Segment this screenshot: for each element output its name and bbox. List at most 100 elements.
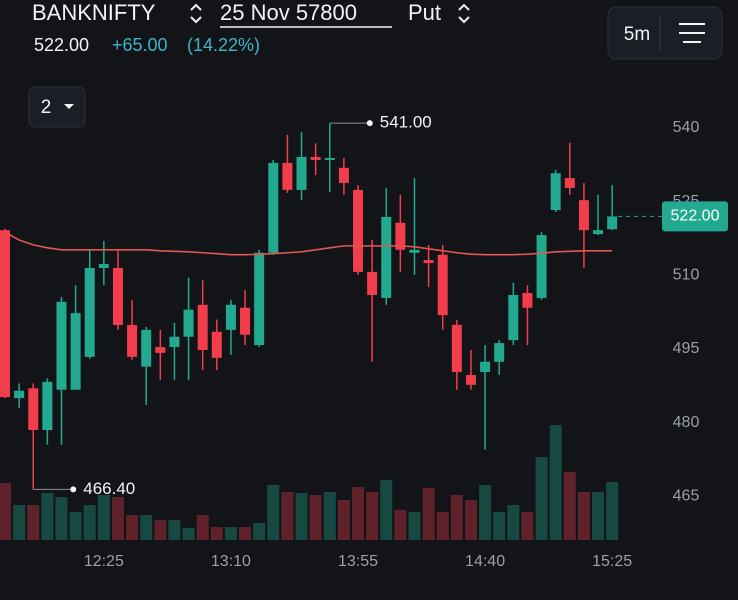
layout-count[interactable]: 2	[41, 97, 52, 118]
candle-body	[282, 162, 293, 190]
y-tick-label: 495	[673, 340, 700, 357]
interval[interactable]: 5m	[624, 24, 650, 45]
candle-body	[536, 235, 547, 298]
volume-bar	[422, 488, 435, 540]
volume-bar	[210, 527, 223, 540]
volume-bar	[408, 512, 421, 540]
volume-bar	[352, 487, 364, 540]
candle-body	[465, 375, 476, 385]
candle-body	[70, 313, 81, 390]
volume-bar	[182, 528, 195, 540]
volume-bar	[493, 512, 506, 540]
option-toggle[interactable]	[458, 3, 470, 24]
x-tick-label: 13:55	[338, 553, 378, 570]
last-price: 522.00	[34, 35, 89, 55]
volume-bar	[83, 505, 96, 540]
contract[interactable]: 25 Nov 57800	[220, 0, 357, 25]
candle-body	[56, 301, 67, 390]
volume-bar	[563, 472, 576, 540]
candle-body	[310, 157, 321, 160]
volume-bar	[97, 495, 110, 540]
volume-bar	[535, 457, 548, 540]
candle-body	[550, 173, 561, 211]
y-tick-label: 465	[673, 488, 700, 505]
candle-body	[183, 309, 194, 337]
volume-bar	[450, 495, 463, 540]
volume-bar	[253, 523, 266, 540]
candle-body	[225, 304, 236, 330]
symbol[interactable]: BANKNIFTY	[32, 0, 156, 25]
volume-bar	[436, 512, 449, 540]
candle-body	[14, 390, 25, 399]
candle-body	[480, 361, 491, 373]
volume-bar	[27, 505, 40, 540]
candle-body	[0, 230, 10, 398]
candle-body	[211, 331, 222, 358]
candle-body	[169, 336, 180, 348]
price-change-pct: (14.22%)	[187, 35, 260, 55]
option-type[interactable]: Put	[408, 0, 441, 25]
volume-bar	[239, 527, 252, 540]
volume-bar	[380, 480, 393, 540]
volume-bar	[606, 482, 619, 540]
x-tick-label: 12:25	[84, 553, 124, 570]
candle-body	[240, 307, 251, 335]
candle-body	[98, 264, 109, 268]
volume-bar	[337, 500, 350, 540]
candle-body	[127, 324, 138, 357]
volume-bar	[154, 520, 167, 540]
volume-bar	[126, 515, 139, 540]
symbol-toggle[interactable]	[190, 3, 202, 24]
candle-body	[268, 162, 279, 253]
volume-bar	[41, 493, 54, 540]
x-tick-label: 13:10	[211, 553, 251, 570]
candle-body	[84, 267, 95, 357]
x-tick-label: 15:25	[592, 553, 632, 570]
candle-body	[437, 254, 448, 316]
candle-body	[296, 157, 307, 190]
volume-bar	[295, 493, 308, 540]
volume-bar	[55, 497, 68, 540]
candle-body	[494, 343, 505, 362]
moving-average-line	[4, 231, 613, 256]
interval-button[interactable]	[607, 6, 723, 60]
candle-body	[578, 200, 589, 231]
candle-body	[254, 252, 265, 346]
candle-body	[607, 216, 618, 230]
volume-bar	[521, 512, 534, 540]
candle-body	[353, 189, 363, 272]
indicator-menu[interactable]	[679, 23, 705, 43]
volume-bar	[479, 485, 492, 540]
volume-bar	[196, 515, 209, 540]
layout-button[interactable]	[28, 86, 86, 128]
candle-body	[451, 324, 462, 373]
volume-bar	[168, 520, 181, 540]
volume-bar	[267, 485, 280, 540]
candle-body	[324, 157, 335, 160]
volume-bar	[309, 495, 322, 540]
candle-body	[564, 178, 575, 188]
candle-body	[338, 167, 349, 184]
volume-bar	[111, 497, 124, 540]
candle-body	[409, 249, 420, 253]
price-change: +65.00	[112, 35, 168, 55]
volume-bar	[549, 425, 562, 540]
candle-body	[28, 388, 39, 431]
candle-body	[197, 304, 208, 350]
annotation-label: 541.00	[380, 113, 432, 132]
annotation-dot	[366, 120, 373, 127]
last-price-tag	[662, 201, 728, 232]
volume-bar	[577, 492, 590, 540]
volume-bar	[366, 492, 379, 540]
candle-body	[112, 267, 123, 325]
volume-bar	[394, 510, 407, 540]
annotation-dot	[70, 486, 77, 493]
candle-body	[593, 230, 604, 235]
candle-body	[381, 216, 392, 298]
y-tick-label: 480	[673, 414, 700, 431]
layout-caret[interactable]	[64, 104, 74, 109]
volume-bar	[464, 500, 477, 540]
x-tick-label: 14:40	[465, 553, 505, 570]
volume-bar	[140, 515, 153, 540]
